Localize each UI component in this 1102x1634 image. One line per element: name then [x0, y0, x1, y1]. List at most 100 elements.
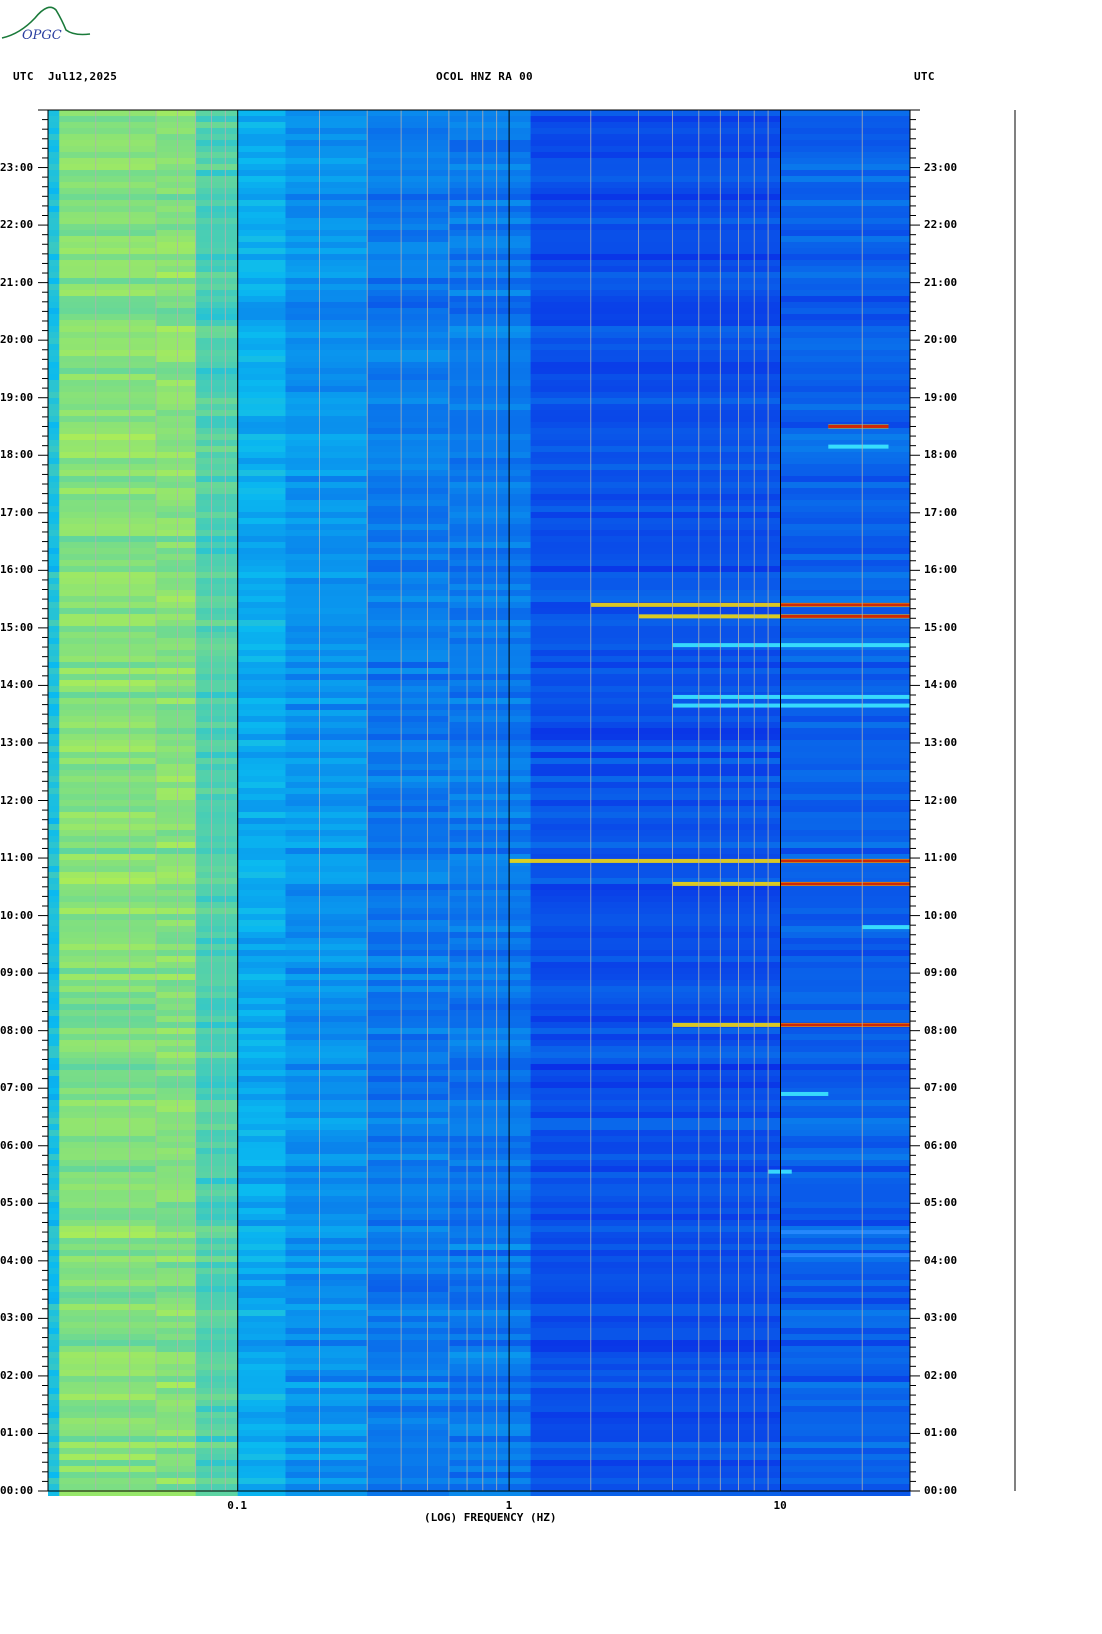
spectro-cell [48, 1262, 60, 1268]
spectro-cell [195, 1106, 239, 1112]
spectro-cell [156, 782, 197, 788]
spectro-cell [780, 1292, 911, 1298]
spectro-cell [285, 698, 368, 704]
spectro-cell [530, 212, 782, 218]
spectro-cell [448, 842, 532, 848]
spectro-cell [367, 638, 450, 644]
spectro-cell [156, 950, 197, 956]
spectro-cell [530, 1298, 782, 1304]
spectro-cell [530, 236, 782, 242]
spectro-cell [48, 1484, 60, 1490]
spectro-cell [285, 962, 368, 968]
spectro-cell [195, 1346, 239, 1352]
spectro-cell [367, 176, 450, 182]
spectro-cell [195, 230, 239, 236]
spectro-cell [780, 536, 911, 542]
spectro-cell [780, 1220, 911, 1226]
spectro-cell [59, 1430, 157, 1436]
spectro-cell [367, 116, 450, 122]
spectro-cell [367, 998, 450, 1004]
spectro-cell [156, 212, 197, 218]
spectro-cell [448, 398, 532, 404]
spectro-cell [48, 620, 60, 626]
spectro-cell [195, 1322, 239, 1328]
spectro-cell [195, 1028, 239, 1034]
spectro-cell [367, 1160, 450, 1166]
y-tick-label-right: 21:00 [924, 275, 958, 289]
y-tick-label-left: 12:00 [0, 793, 34, 807]
spectro-cell [59, 650, 157, 656]
spectro-cell [448, 788, 532, 794]
y-tick-label-right: 06:00 [924, 1138, 958, 1152]
spectro-cell [195, 1436, 239, 1442]
spectro-cell [367, 686, 450, 692]
spectro-cell [156, 422, 197, 428]
spectro-cell [195, 1382, 239, 1388]
spectro-cell [530, 626, 782, 632]
spectro-cell [195, 782, 239, 788]
spectro-cell [448, 518, 532, 524]
event-peak [780, 882, 910, 886]
spectro-cell [530, 1382, 782, 1388]
spectro-cell [59, 962, 157, 968]
spectro-cell [285, 1172, 368, 1178]
spectro-cell [48, 1334, 60, 1340]
spectro-cell [59, 1274, 157, 1280]
spectro-cell [48, 728, 60, 734]
spectro-cell [237, 1220, 286, 1226]
spectro-cell [195, 434, 239, 440]
spectro-cell [367, 1376, 450, 1382]
spectro-cell [156, 824, 197, 830]
spectro-cell [448, 290, 532, 296]
spectro-cell [48, 902, 60, 908]
spectro-cell [59, 296, 157, 302]
logo-mountain-icon [1, 6, 91, 39]
spectro-cell [156, 1160, 197, 1166]
spectro-cell [156, 662, 197, 668]
spectro-cell [48, 1142, 60, 1148]
spectro-cell [195, 1424, 239, 1430]
spectro-cell [156, 1142, 197, 1148]
spectro-cell [448, 494, 532, 500]
spectro-cell [448, 1322, 532, 1328]
spectro-cell [285, 656, 368, 662]
spectro-cell [530, 674, 782, 680]
spectro-cell [530, 278, 782, 284]
spectro-cell [780, 524, 911, 530]
spectro-cell [237, 1262, 286, 1268]
spectro-cell [59, 860, 157, 866]
spectro-cell [237, 590, 286, 596]
spectro-cell [780, 1352, 911, 1358]
spectro-cell [530, 260, 782, 266]
spectro-cell [448, 800, 532, 806]
spectro-cell [530, 728, 782, 734]
spectro-cell [156, 1082, 197, 1088]
spectro-cell [48, 1418, 60, 1424]
spectro-cell [530, 560, 782, 566]
spectro-cell [195, 638, 239, 644]
spectro-cell [48, 908, 60, 914]
spectro-cell [48, 164, 60, 170]
spectro-cell [59, 554, 157, 560]
spectro-cell [780, 290, 911, 296]
spectro-cell [59, 1034, 157, 1040]
spectro-cell [156, 1046, 197, 1052]
spectro-cell [237, 164, 286, 170]
spectro-cell [59, 1310, 157, 1316]
spectro-cell [780, 686, 911, 692]
spectro-cell [530, 806, 782, 812]
spectro-cell [195, 170, 239, 176]
spectro-cell [195, 1286, 239, 1292]
spectro-cell [195, 1466, 239, 1472]
spectro-cell [237, 542, 286, 548]
spectro-cell [195, 326, 239, 332]
y-tick-label-right: 13:00 [924, 735, 958, 749]
spectro-cell [780, 1346, 911, 1352]
spectro-cell [237, 578, 286, 584]
spectro-cell [195, 728, 239, 734]
spectro-cell [285, 458, 368, 464]
spectro-cell [530, 1448, 782, 1454]
event-band [780, 1253, 910, 1258]
spectro-cell [48, 116, 60, 122]
spectro-cell [48, 710, 60, 716]
